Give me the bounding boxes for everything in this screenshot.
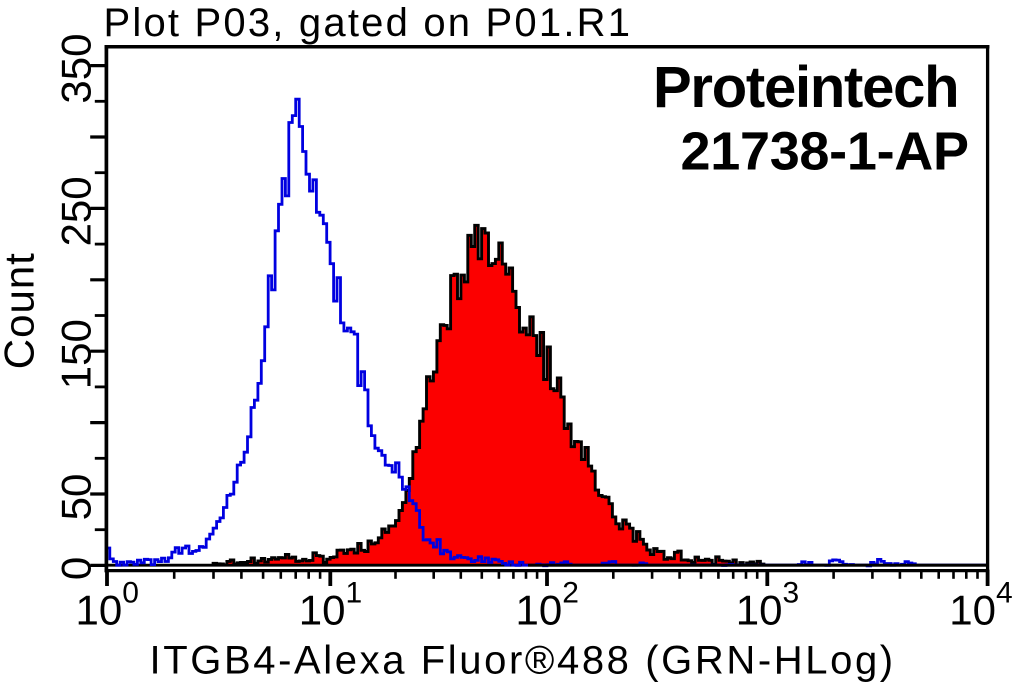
svg-text:0: 0 [122,576,139,609]
svg-text:4: 4 [996,576,1013,609]
svg-text:10: 10 [299,587,346,634]
svg-text:10: 10 [76,587,123,634]
svg-text:250: 250 [52,176,99,246]
svg-text:Count: Count [0,252,43,369]
svg-text:2: 2 [562,576,579,609]
svg-text:Proteintech: Proteintech [653,55,958,120]
svg-text:150: 150 [52,319,99,389]
svg-text:10: 10 [516,587,563,634]
svg-text:3: 3 [783,576,800,609]
svg-text:1: 1 [346,576,363,609]
svg-text:10: 10 [736,587,783,634]
svg-text:0: 0 [52,557,99,580]
svg-text:10: 10 [949,587,996,634]
svg-text:21738-1-AP: 21738-1-AP [681,122,969,182]
svg-text:350: 350 [52,34,99,104]
svg-text:ITGB4-Alexa Fluor®488 (GRN-HLo: ITGB4-Alexa Fluor®488 (GRN-HLog) [150,638,896,682]
svg-text:50: 50 [52,474,99,521]
svg-text:Plot P03, gated on P01.R1: Plot P03, gated on P01.R1 [104,1,633,45]
